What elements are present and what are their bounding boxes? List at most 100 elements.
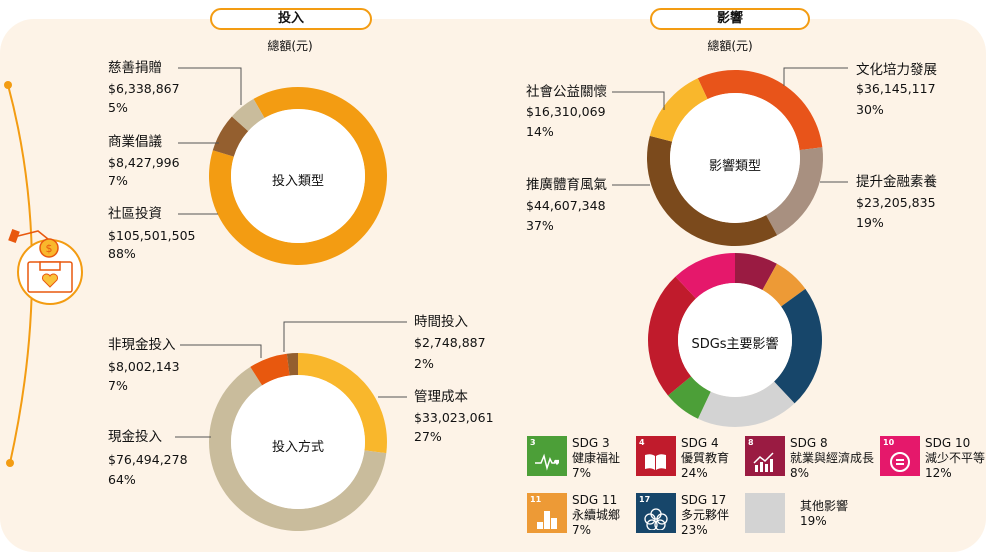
sdg-slice — [697, 381, 795, 427]
sdg-pct: 23% — [681, 523, 708, 537]
callout-amount: $8,427,996 — [108, 155, 180, 170]
investment-unit: 總額(元) — [267, 39, 313, 53]
donut-center-label: 投入方式 — [271, 440, 324, 455]
sdg-pct: 19% — [800, 514, 827, 528]
sdg-code: SDG 10 — [925, 436, 971, 450]
sdg-legend-text: SDG 11 永續城鄉 7% — [572, 493, 620, 538]
callout-label: 商業倡議 — [108, 134, 162, 150]
sdg-code: SDG 17 — [681, 493, 727, 507]
sdg-pct: 7% — [572, 466, 592, 480]
callout-pct: 64% — [108, 472, 136, 487]
investment-method-hole — [231, 375, 365, 509]
callout-pct: 2% — [414, 356, 434, 371]
sdg-tile: 11 — [527, 493, 567, 533]
callout-label: 現金投入 — [108, 429, 162, 445]
sdg-slice — [648, 276, 696, 396]
callout-label: 社區投資 — [108, 206, 162, 222]
sdg-pct: 7% — [572, 523, 592, 537]
investment-type-hole — [231, 109, 365, 243]
callout-label: 推廣體育風氣 — [526, 177, 607, 193]
donation-icon: $ — [8, 228, 83, 305]
sdg-code: SDG 3 — [572, 436, 610, 450]
impact-type-slice — [766, 147, 823, 236]
content-panel — [0, 19, 986, 552]
callout-label: 提升金融素養 — [856, 174, 937, 190]
sdg-name: 減少不平等 — [925, 451, 986, 465]
sdg-number: 4 — [639, 438, 645, 447]
callout-amount: $33,023,061 — [414, 410, 494, 425]
sdg-number: 11 — [530, 495, 542, 504]
sdg-slice — [735, 253, 777, 291]
impact-unit: 總額(元) — [707, 39, 753, 53]
equality-icon — [890, 452, 910, 472]
sdg-tile: 8 — [745, 436, 785, 476]
investment-method-slice — [286, 353, 298, 376]
callout-pct: 5% — [108, 100, 128, 115]
heartbeat-icon — [535, 453, 559, 471]
callout-amount: $2,748,887 — [414, 335, 486, 350]
city-icon — [537, 511, 557, 529]
timeline-dot — [6, 459, 14, 467]
sdg-slice — [667, 376, 711, 419]
sdg-number: 8 — [748, 438, 754, 447]
book-icon — [645, 454, 666, 470]
sdg-name: 多元夥伴 — [681, 508, 730, 522]
sdg-slice — [675, 253, 735, 299]
callout-label: 慈善捐贈 — [108, 60, 162, 76]
sdg-code: SDG 8 — [790, 436, 828, 450]
callout-pct: 19% — [856, 215, 884, 230]
callout-amount: $36,145,117 — [856, 81, 936, 96]
leader-lines — [175, 67, 848, 438]
sdg-tile: 10 — [880, 436, 920, 476]
impact-header: 影響 — [650, 8, 810, 30]
sdg-name: 健康福祉 — [572, 451, 621, 465]
sdg-name: 就業與經濟成長 — [790, 451, 875, 465]
sdg-name: 優質教育 — [681, 451, 730, 465]
sdg-slice — [762, 263, 806, 307]
donut-center-label: 影響類型 — [708, 159, 761, 174]
sdg-legend-text: SDG 17 多元夥伴 23% — [681, 493, 729, 538]
callout-pct: 88% — [108, 246, 136, 261]
callout-pct: 27% — [414, 429, 442, 444]
impact-type-slice — [647, 135, 778, 246]
sdg-tile: 3 — [527, 436, 567, 476]
callout-amount: $23,205,835 — [856, 195, 936, 210]
sdg-pct: 12% — [925, 466, 952, 480]
impact-type-hole — [670, 93, 800, 223]
callout-pct: 30% — [856, 102, 884, 117]
investment-method-slice — [250, 353, 290, 386]
sdg-number: 3 — [530, 438, 536, 447]
sdg-pct: 8% — [790, 466, 810, 480]
investment-type-slice — [212, 116, 249, 157]
investment-header: 投入 — [210, 8, 372, 30]
investment-method-slice — [298, 352, 387, 454]
callout-amount: $6,338,867 — [108, 81, 180, 96]
sdg-pct: 24% — [681, 466, 708, 480]
callout-amount: $8,002,143 — [108, 359, 180, 374]
flower-rings-icon — [644, 508, 668, 530]
sdg-legend-text: SDG 3 健康福祉 7% — [572, 436, 620, 481]
callout-label: 時間投入 — [414, 314, 468, 330]
callout-amount: $16,310,069 — [526, 104, 606, 119]
callout-label: 管理成本 — [414, 389, 468, 405]
sdg-number: 10 — [883, 438, 895, 447]
sdg-hole — [678, 283, 792, 397]
callout-label: 非現金投入 — [108, 337, 176, 353]
callout-amount: $76,494,278 — [108, 452, 188, 467]
callout-pct: 14% — [526, 124, 554, 139]
growth-chart-icon — [753, 452, 774, 472]
callout-pct: 7% — [108, 378, 128, 393]
sdg-code: SDG 4 — [681, 436, 719, 450]
sdg-code: SDG 11 — [572, 493, 618, 507]
callout-amount: $44,607,348 — [526, 198, 606, 213]
sdg-number: 17 — [639, 495, 651, 504]
impact-type-slice — [697, 69, 823, 151]
sdg-legend-text: 其他影響 19% — [800, 499, 848, 529]
sdg-tile — [745, 493, 785, 533]
investment-type-slice — [231, 98, 265, 132]
sdg-name: 永續城鄉 — [572, 508, 621, 522]
impact-type-slice — [649, 78, 708, 142]
sdg-name: 其他影響 — [800, 499, 849, 513]
sdg-legend-text: SDG 4 優質教育 24% — [681, 436, 729, 481]
